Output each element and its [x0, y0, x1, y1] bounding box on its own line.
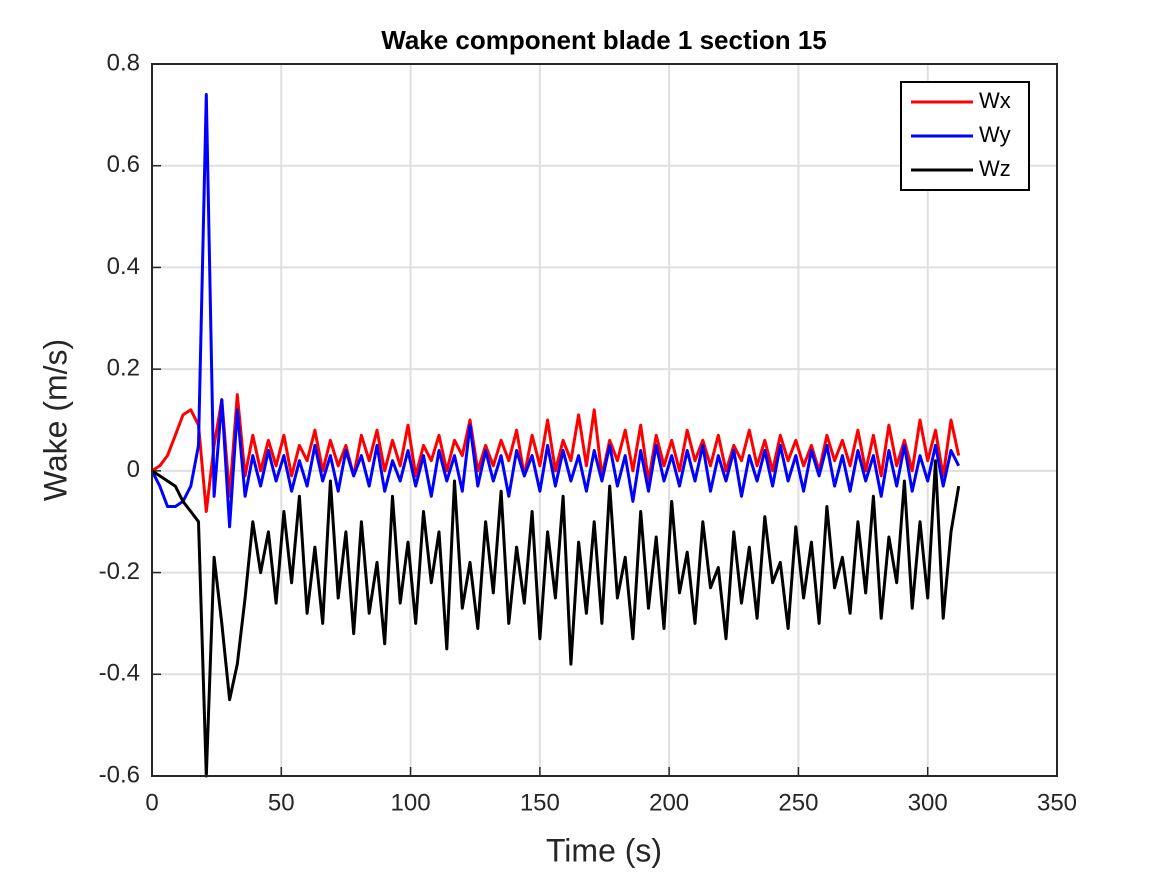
data-line	[151, 459, 961, 778]
x-tick-label: 350	[1037, 789, 1077, 816]
y-axis-label: Wake (m/s)	[37, 339, 73, 501]
x-tick-label: 200	[649, 789, 689, 816]
x-tick-label: 300	[908, 789, 948, 816]
y-tick-label: 0.4	[107, 253, 140, 280]
y-tick-label: -0.2	[99, 558, 140, 585]
data-line	[151, 393, 961, 513]
y-tick-label: 0	[127, 456, 140, 483]
x-axis-label: Time (s)	[546, 832, 662, 868]
chart-title: Wake component blade 1 section 15	[381, 25, 827, 55]
y-tick-label: 0.6	[107, 151, 140, 178]
x-tick-label: 50	[268, 789, 295, 816]
y-tick-label: -0.6	[99, 761, 140, 788]
y-tick-label: -0.4	[99, 660, 140, 687]
legend-label: Wx	[979, 88, 1011, 113]
x-tick-label: 0	[145, 789, 158, 816]
y-tick-label: 0.8	[107, 49, 140, 76]
legend-label: Wy	[979, 122, 1011, 147]
legend-label: Wz	[979, 156, 1011, 181]
x-tick-label: 100	[391, 789, 431, 816]
x-tick-label: 150	[520, 789, 560, 816]
x-tick-label: 250	[778, 789, 818, 816]
data-line	[150, 93, 961, 529]
axes-box	[151, 63, 1058, 777]
y-tick-label: 0.2	[107, 354, 140, 381]
